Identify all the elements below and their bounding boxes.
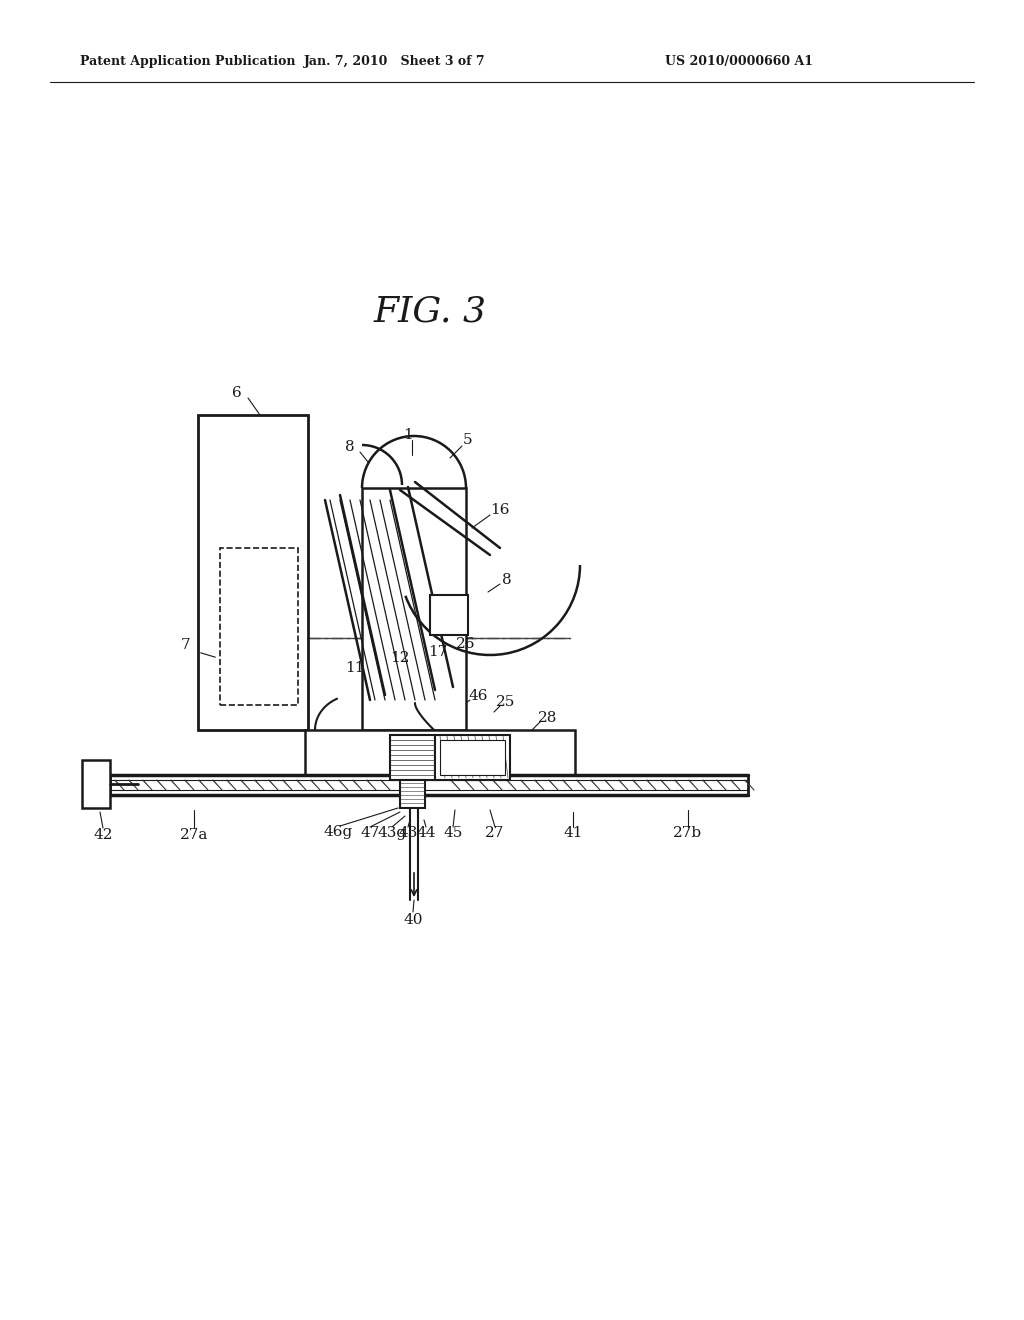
Bar	[440, 741, 505, 775]
Text: Jan. 7, 2010   Sheet 3 of 7: Jan. 7, 2010 Sheet 3 of 7	[304, 55, 485, 69]
Text: 16: 16	[490, 503, 510, 517]
Text: 43: 43	[398, 826, 418, 840]
Bar	[400, 780, 425, 808]
Text: 44: 44	[416, 826, 436, 840]
Text: 1: 1	[403, 428, 413, 442]
Text: 27b: 27b	[674, 826, 702, 840]
Text: 47: 47	[360, 826, 380, 840]
Text: Patent Application Publication: Patent Application Publication	[80, 55, 296, 69]
Text: 41: 41	[563, 826, 583, 840]
Bar	[435, 735, 510, 780]
Bar	[430, 595, 468, 635]
Text: 40: 40	[403, 913, 423, 927]
Bar	[220, 548, 298, 705]
Text: 25: 25	[497, 696, 516, 709]
Text: 42: 42	[93, 828, 113, 842]
Bar	[82, 760, 110, 808]
Text: 26: 26	[457, 638, 476, 651]
Bar	[305, 730, 575, 775]
Text: 28: 28	[539, 711, 558, 725]
Text: 46g: 46g	[324, 825, 352, 840]
Text: 27: 27	[485, 826, 505, 840]
Text: 45: 45	[443, 826, 463, 840]
Text: 46: 46	[468, 689, 487, 704]
Text: 6: 6	[232, 385, 242, 400]
Text: 8: 8	[345, 440, 354, 454]
Text: 8: 8	[502, 573, 512, 587]
Bar	[198, 414, 308, 730]
Text: 27a: 27a	[180, 828, 208, 842]
Text: 17: 17	[428, 645, 447, 659]
Text: FIG. 3: FIG. 3	[374, 294, 486, 329]
Text: 5: 5	[463, 433, 473, 447]
Text: 12: 12	[390, 651, 410, 665]
Text: 7: 7	[181, 638, 190, 652]
Text: 43g: 43g	[378, 826, 407, 840]
Text: US 2010/0000660 A1: US 2010/0000660 A1	[665, 55, 813, 69]
Bar	[390, 735, 435, 780]
Text: 11: 11	[345, 661, 365, 675]
Bar	[362, 488, 466, 730]
